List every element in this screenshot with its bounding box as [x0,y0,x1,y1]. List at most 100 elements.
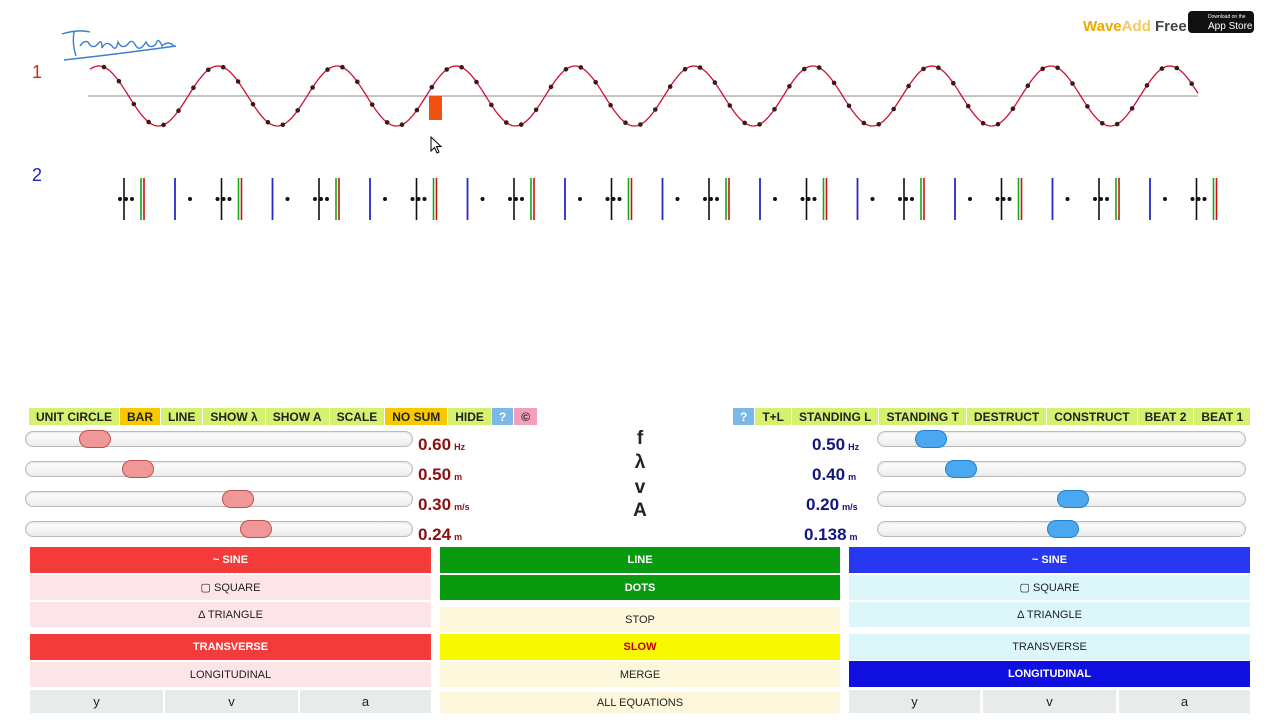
unit-circle-button[interactable]: UNIT CIRCLE [29,408,119,425]
wave-2-particle [416,197,421,201]
wave-1-particle [489,102,494,108]
wave-2-particle [188,197,192,201]
wave-1-transverse-button[interactable]: TRANSVERSE [30,634,431,660]
wave-2-wavelength-slider[interactable] [877,460,1246,478]
wave-1-particle [965,103,971,109]
wave-1-particle [623,120,628,125]
brand-logo: WaveAdd Free [1083,18,1187,35]
wave-2-particle [124,197,128,201]
beat-2-button[interactable]: BEAT 2 [1137,408,1194,425]
wave-1-particle [280,122,286,128]
wave-2-graph-y-button[interactable]: y [849,690,980,713]
mouse-cursor-icon [430,136,443,154]
wave-2-longitudinal-button[interactable]: LONGITUDINAL [849,661,1250,687]
slider-thumb[interactable] [122,460,155,478]
wave-1-graph-y-button[interactable]: y [30,690,163,713]
construct-button[interactable]: CONSTRUCT [1047,408,1137,425]
wave-2-particle [383,197,387,201]
wave-2-particle [520,197,524,201]
wave-2-label: 2 [32,165,43,185]
wave-1-longitudinal-button[interactable]: LONGITUDINAL [30,662,431,687]
handwritten-annotation [61,30,177,61]
wave-2-particle [800,197,805,201]
slider-thumb[interactable] [1056,490,1089,508]
wave-1-graph-v-button[interactable]: v [165,690,298,713]
wave-1-particle [563,67,569,72]
wave-2-amplitude-value: 0.138 m [804,525,858,544]
wave-2-particle [605,197,610,201]
wave-2-particle [1190,197,1195,201]
wave-2-particle [130,197,134,201]
wave-2-triangle-button[interactable]: Δ TRIANGLE [849,602,1250,627]
wave-1-sine-button[interactable]: ~ SINE [30,547,431,573]
beat-1-button[interactable]: BEAT 1 [1194,408,1251,425]
wave-2-particle [422,197,427,201]
no-sum-button[interactable]: NO SUM [385,408,448,425]
wave-2-transverse-button[interactable]: TRANSVERSE [849,634,1250,660]
stop-button[interactable]: STOP [440,607,840,632]
wave-1-particle [608,102,613,108]
standing-t-button[interactable]: STANDING T [879,408,966,425]
wave-2-particle [812,197,817,201]
wave-2-frequency-value: 0.50 Hz [812,435,860,454]
wave-1-wavelength-slider[interactable] [25,460,413,478]
merge-button[interactable]: MERGE [440,662,840,687]
wave-1-graph-a-button[interactable]: a [300,690,431,713]
slider-thumb[interactable] [221,490,254,508]
wave-1-particle [1070,81,1075,86]
wave-1-particle [667,84,673,89]
wave-1-particle [787,84,792,89]
t-plus-l-button[interactable]: T+L [755,408,792,425]
help-button-right[interactable]: ? [733,408,755,425]
slider-thumb[interactable] [1046,520,1079,538]
line-mode-button[interactable]: LINE [440,547,840,573]
wave-1-particle [444,67,450,72]
wave-2-amplitude-slider[interactable] [877,520,1246,538]
wave-2-frequency-slider[interactable] [877,430,1246,448]
wave-1-speed-slider[interactable] [25,490,413,508]
wave-1-particle [429,84,435,90]
wave-1-particle [295,108,300,113]
help-button-left[interactable]: ? [491,408,514,425]
slider-thumb[interactable] [915,430,948,448]
wave-1-particle [101,64,107,70]
slow-button[interactable]: SLOW [440,634,840,660]
wave-1-particle [802,66,807,72]
wave-1-frequency-slider[interactable] [25,430,413,448]
wave-1-particle [921,66,926,72]
wave-1-amplitude-slider[interactable] [25,520,413,538]
wave-2-particle [675,197,680,201]
hide-button[interactable]: HIDE [448,408,491,425]
slider-thumb[interactable] [945,460,978,478]
wave-2-particle [221,197,226,201]
bar-button[interactable]: BAR [120,408,160,425]
app-store-badge[interactable]: Download on the App Store [1188,11,1254,33]
wave-1-bar-marker [429,96,442,120]
wave-1-particle [206,67,211,73]
destruct-button[interactable]: DESTRUCT [966,408,1047,425]
wave-1-square-button[interactable]: ▢ SQUARE [30,575,431,600]
wave-2-square-button[interactable]: ▢ SQUARE [849,575,1250,600]
wave-2-speed-slider[interactable] [877,490,1246,508]
line-button[interactable]: LINE [161,408,203,425]
wave-2-graph-v-button[interactable]: v [983,690,1116,713]
wave-2-graph-a-button[interactable]: a [1119,690,1250,713]
dots-mode-button[interactable]: DOTS [440,575,840,600]
wave-1-particle [861,120,867,126]
slider-thumb[interactable] [79,430,112,448]
scale-button[interactable]: SCALE [329,408,385,425]
wave-1-particle [936,65,941,70]
wave-2-particle [1001,197,1006,201]
standing-l-button[interactable]: STANDING L [792,408,879,425]
wave-2-sine-button[interactable]: ~ SINE [849,547,1250,573]
copyright-button[interactable]: © [514,408,538,425]
show-amplitude-button[interactable]: SHOW A [265,408,329,425]
wave-1-triangle-button[interactable]: Δ TRIANGLE [30,602,431,627]
all-equations-button[interactable]: ALL EQUATIONS [440,692,840,714]
wave-1-particle [518,122,524,127]
wave-1-particle [831,80,837,86]
show-lambda-button[interactable]: SHOW λ [203,408,265,425]
wave-2-particle [1202,197,1207,201]
slider-thumb[interactable] [239,520,272,538]
wave-1-particle [757,122,762,127]
